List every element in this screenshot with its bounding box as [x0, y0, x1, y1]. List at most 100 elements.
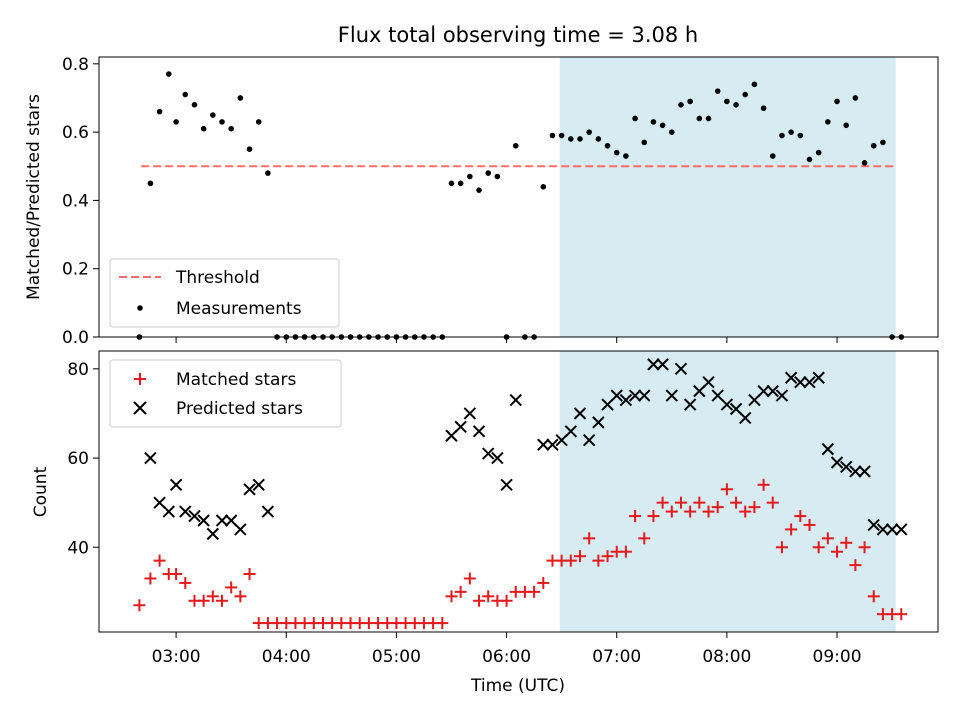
matched-star-point: [197, 594, 210, 607]
measurement-point: [861, 160, 868, 166]
measurement-point: [880, 139, 886, 146]
predicted-star-point: [739, 411, 752, 425]
legend-matched-label: Matched stars: [176, 370, 296, 390]
measurement-point: [512, 142, 519, 149]
predicted-stroke: [153, 496, 166, 509]
matched-star-point: [445, 590, 458, 603]
count-ylabel: Count: [31, 466, 51, 517]
predicted-stroke: [206, 527, 220, 541]
predicted-stroke: [830, 456, 844, 469]
predicted-star-point: [573, 407, 587, 420]
predicted-star-point: [683, 398, 697, 411]
measurement-point: [200, 125, 207, 132]
count-legend: Matched stars Predicted stars: [109, 359, 342, 428]
measurement-point: [210, 112, 216, 118]
predicted-stroke: [849, 465, 862, 478]
predicted-stroke: [794, 376, 807, 389]
matched-star-point: [748, 501, 761, 514]
count-ytick-label: 40: [67, 538, 89, 558]
predicted-star-point: [895, 523, 908, 536]
predicted-stroke: [500, 478, 513, 492]
measurement-point: [797, 132, 804, 139]
ratio-ylabel: Matched/Predicted stars: [24, 94, 44, 300]
measurement-point: [191, 102, 198, 108]
predicted-stroke: [876, 523, 890, 536]
matched-star-point: [463, 572, 476, 585]
predicted-stroke: [711, 389, 724, 402]
count-xlabel: Time (UTC): [470, 676, 565, 696]
matched-star-point: [785, 523, 798, 536]
predicted-star-point: [261, 505, 275, 518]
measurement-point: [843, 122, 850, 129]
predicted-stroke: [582, 433, 596, 447]
measurement-point: [165, 71, 172, 77]
predicted-stroke: [144, 451, 157, 465]
predicted-stroke: [812, 371, 825, 384]
predicted-stroke: [224, 514, 238, 527]
count-ytick-label: 60: [67, 449, 89, 469]
predicted-star-point: [784, 371, 798, 384]
predicted-star-point: [610, 389, 623, 402]
measurement-point: [742, 91, 749, 98]
matched-star-point: [803, 518, 816, 531]
matched-star-point: [225, 581, 238, 594]
predicted-star-point: [812, 371, 825, 384]
matched-star-point: [775, 541, 788, 554]
matched-star-point: [574, 550, 587, 563]
measurement-point: [760, 105, 767, 112]
matched-star-point: [684, 505, 697, 518]
predicted-star-point: [720, 398, 734, 411]
predicted-stroke: [683, 398, 697, 411]
predicted-star-point: [463, 407, 477, 420]
predicted-star-point: [197, 514, 210, 527]
predicted-star-point: [234, 523, 247, 536]
predicted-stroke: [665, 389, 679, 402]
measurement-point: [246, 146, 253, 152]
predicted-stroke: [234, 523, 247, 536]
predicted-star-point: [243, 483, 256, 496]
predicted-stroke: [766, 384, 779, 398]
legend-threshold-label: Threshold: [175, 268, 260, 288]
matched-star-point: [766, 496, 779, 509]
count-xtick-label: 05:00: [372, 647, 421, 667]
predicted-star-point: [766, 384, 779, 398]
count-legend-box: [109, 359, 342, 428]
predicted-stroke: [482, 447, 495, 460]
predicted-star-point: [619, 393, 633, 407]
predicted-star-point: [647, 358, 660, 371]
predicted-stroke: [839, 460, 853, 474]
measurement-point: [568, 136, 574, 142]
measurement-point: [668, 129, 675, 135]
measurement-point: [494, 173, 501, 180]
matched-star-point: [812, 541, 825, 554]
measurement-point: [852, 95, 859, 101]
predicted-star-point: [885, 523, 899, 536]
predicted-stroke: [179, 505, 192, 518]
predicted-stroke: [509, 393, 522, 407]
predicted-stroke: [729, 402, 743, 416]
predicted-star-point: [162, 505, 175, 518]
predicted-stroke: [169, 478, 183, 492]
predicted-star-point: [839, 460, 853, 474]
measurement-point: [156, 108, 163, 115]
predicted-star-point: [537, 438, 550, 451]
matched-star-point: [243, 568, 256, 581]
matched-star-point: [665, 505, 678, 518]
measurement-point: [540, 183, 547, 190]
predicted-star-point: [803, 376, 816, 389]
ratio-panel-frame: [98, 56, 939, 338]
predicted-star-point: [188, 509, 201, 523]
matched-star-point: [144, 572, 157, 585]
count-xtick-label: 03:00: [152, 647, 201, 667]
ratio-ytick-label: 0.0: [62, 328, 89, 348]
predicted-stroke: [573, 407, 587, 420]
measurement-point: [825, 119, 831, 125]
predicted-stroke: [784, 371, 798, 384]
matched-star-point: [757, 478, 770, 491]
predicted-star-point: [500, 478, 513, 492]
matched-star-point: [179, 576, 192, 589]
count-xtick-label: 09:00: [813, 647, 862, 667]
count-panel-frame: [98, 350, 939, 633]
matched-star-point: [500, 594, 513, 607]
ratio-legend: Threshold Measurements: [109, 258, 340, 328]
